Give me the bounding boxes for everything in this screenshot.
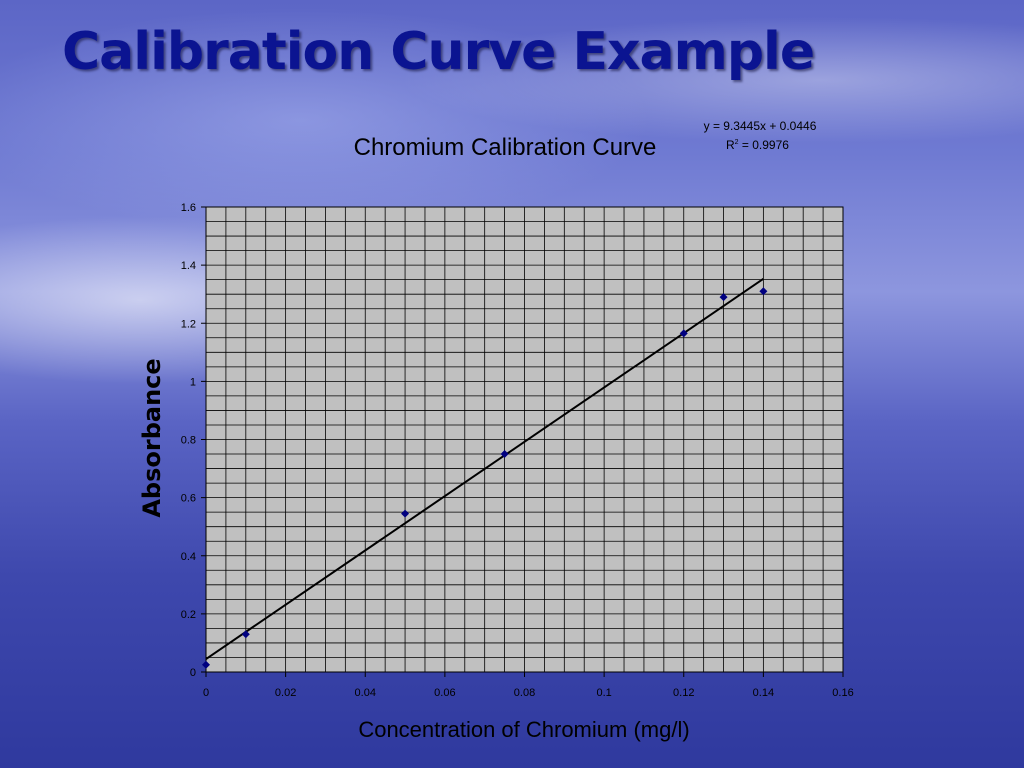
x-axis-title: Concentration of Chromium (mg/l) xyxy=(358,717,689,742)
x-tick-label: 0 xyxy=(203,687,209,699)
x-tick-label: 0.12 xyxy=(673,687,694,699)
x-tick-label: 0.16 xyxy=(832,687,853,699)
slide-title: Calibration Curve Example xyxy=(62,22,815,82)
y-tick-label: 1.4 xyxy=(181,260,196,272)
x-tick-label: 0.02 xyxy=(275,687,296,699)
data-point xyxy=(759,287,768,296)
y-tick-label: 0.2 xyxy=(181,609,196,621)
x-tick-label: 0.06 xyxy=(434,687,455,699)
data-point xyxy=(500,450,509,459)
trendline-equation: y = 9.3445x + 0.0446 xyxy=(704,119,817,133)
data-point xyxy=(719,293,728,302)
data-point xyxy=(241,630,250,639)
y-tick-label: 0 xyxy=(190,667,196,679)
plot-area: 0 0.02 0.04 0.06 0.08 0.1 0.12 0.14 0.16 0 0.2 0.4 0… xyxy=(181,202,854,699)
chart-title: Chromium Calibration Curve xyxy=(354,134,657,161)
y-tick-label: 1 xyxy=(190,376,196,388)
y-axis-title: Absorbance xyxy=(138,358,166,517)
data-point xyxy=(679,329,688,338)
y-tick-label: 0.6 xyxy=(181,493,196,505)
r-squared-label: R2 = 0.9976 xyxy=(726,138,789,152)
x-tick-label: 0.08 xyxy=(514,687,535,699)
y-tick-label: 1.6 xyxy=(181,202,196,214)
y-tick-label: 1.2 xyxy=(181,318,196,330)
data-point xyxy=(401,509,410,518)
y-tick-label: 0.4 xyxy=(181,551,196,563)
y-tick-label: 0.8 xyxy=(181,435,196,447)
trendline xyxy=(205,278,764,660)
x-tick-label: 0.1 xyxy=(596,687,611,699)
data-point xyxy=(202,660,210,669)
x-tick-label: 0.04 xyxy=(355,687,376,699)
x-tick-label: 0.14 xyxy=(753,687,774,699)
